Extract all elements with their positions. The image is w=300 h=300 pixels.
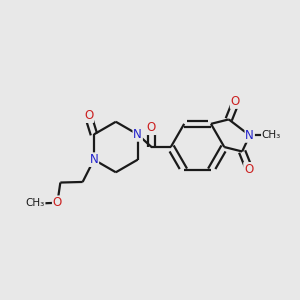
Text: CH₃: CH₃	[26, 198, 45, 208]
Text: O: O	[244, 163, 253, 176]
Text: O: O	[53, 196, 62, 209]
Text: N: N	[90, 153, 98, 166]
Text: O: O	[231, 95, 240, 108]
Text: CH₃: CH₃	[262, 130, 281, 140]
Text: O: O	[147, 121, 156, 134]
Text: N: N	[245, 129, 254, 142]
Text: N: N	[133, 128, 142, 141]
Text: O: O	[84, 109, 93, 122]
